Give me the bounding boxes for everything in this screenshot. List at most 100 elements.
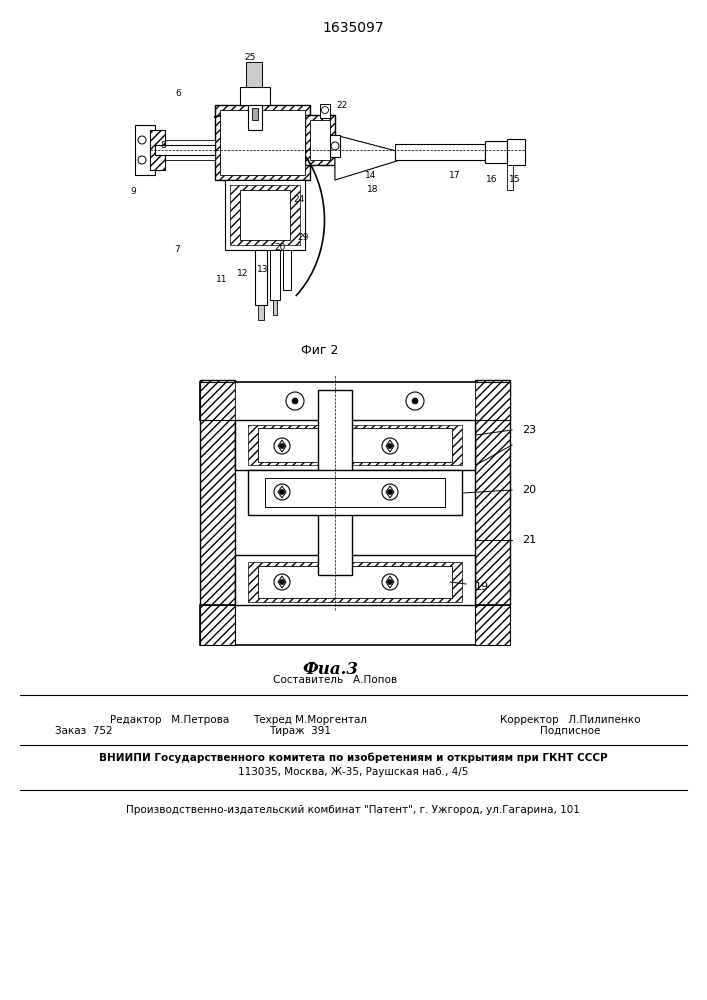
Bar: [200, 605, 510, 645]
Bar: [248, 562, 462, 602]
Text: 11: 11: [216, 275, 228, 284]
Text: 20: 20: [274, 242, 286, 251]
Bar: [475, 380, 510, 605]
Circle shape: [387, 444, 392, 448]
Text: ВНИИПИ Государственного комитета по изобретениям и открытиям при ГКНТ СССР: ВНИИПИ Государственного комитета по изоб…: [99, 753, 607, 763]
Text: Тираж  391: Тираж 391: [269, 726, 331, 736]
Bar: [330, 135, 340, 157]
Bar: [283, 250, 291, 290]
Bar: [507, 139, 525, 165]
Circle shape: [138, 156, 146, 164]
Circle shape: [382, 574, 398, 590]
Text: 23: 23: [522, 425, 536, 435]
Bar: [475, 605, 510, 645]
Circle shape: [382, 484, 398, 500]
Text: Заказ  752: Заказ 752: [55, 726, 112, 736]
Circle shape: [279, 444, 284, 448]
Text: 24: 24: [293, 196, 305, 205]
Circle shape: [286, 392, 304, 410]
Bar: [240, 87, 270, 105]
Bar: [320, 104, 330, 118]
Circle shape: [138, 136, 146, 144]
Bar: [485, 141, 507, 163]
Text: Подписное: Подписное: [540, 726, 600, 736]
Text: 7: 7: [174, 245, 180, 254]
Bar: [255, 250, 267, 305]
Circle shape: [279, 580, 284, 584]
Bar: [220, 110, 305, 175]
Bar: [135, 125, 155, 175]
Text: 18: 18: [367, 186, 379, 194]
Text: 29: 29: [298, 232, 309, 241]
Text: 22: 22: [337, 101, 348, 109]
Text: 8: 8: [160, 140, 166, 149]
Text: 12: 12: [238, 269, 249, 278]
Bar: [200, 380, 235, 605]
Text: 15: 15: [509, 176, 521, 184]
Text: 9: 9: [130, 188, 136, 196]
Circle shape: [279, 489, 284, 494]
Text: Корректор   Л.Пилипенко: Корректор Л.Пилипенко: [500, 715, 641, 725]
Bar: [248, 425, 462, 465]
Bar: [318, 390, 352, 575]
Bar: [258, 305, 264, 320]
Bar: [322, 393, 348, 572]
Circle shape: [412, 398, 418, 404]
Bar: [225, 180, 305, 250]
Text: Фиа.3: Фиа.3: [302, 662, 358, 678]
Text: Техред М.Моргентал: Техред М.Моргентал: [253, 715, 367, 725]
Circle shape: [382, 438, 398, 454]
Polygon shape: [278, 440, 286, 452]
Circle shape: [387, 489, 392, 494]
Bar: [235, 382, 475, 420]
Circle shape: [292, 398, 298, 404]
Bar: [273, 300, 277, 315]
Text: 21: 21: [522, 535, 536, 545]
Circle shape: [274, 438, 290, 454]
Polygon shape: [386, 440, 394, 452]
Text: Редактор   М.Петрова: Редактор М.Петрова: [110, 715, 229, 725]
Bar: [265, 478, 445, 507]
Circle shape: [406, 392, 424, 410]
Bar: [475, 382, 510, 420]
Bar: [200, 382, 510, 420]
Bar: [246, 62, 262, 87]
Text: 25: 25: [245, 53, 256, 62]
Text: 6: 6: [175, 90, 181, 99]
Text: Фиг 2: Фиг 2: [301, 344, 339, 357]
Bar: [200, 382, 235, 420]
Polygon shape: [335, 135, 400, 180]
Bar: [155, 140, 215, 160]
Polygon shape: [335, 135, 400, 180]
Circle shape: [274, 574, 290, 590]
Bar: [155, 145, 215, 155]
Text: Составитель   А.Попов: Составитель А.Попов: [273, 675, 397, 685]
Circle shape: [331, 142, 339, 150]
Text: 113035, Москва, Ж-35, Раушская наб., 4/5: 113035, Москва, Ж-35, Раушская наб., 4/5: [238, 767, 468, 777]
Circle shape: [274, 484, 290, 500]
Bar: [248, 105, 262, 130]
Bar: [248, 470, 462, 515]
Text: 16: 16: [486, 176, 498, 184]
Polygon shape: [278, 576, 286, 588]
Bar: [200, 605, 235, 645]
Text: 20: 20: [522, 485, 536, 495]
Polygon shape: [386, 576, 394, 588]
Bar: [488, 144, 504, 160]
Bar: [230, 185, 300, 245]
Bar: [305, 115, 335, 165]
Bar: [150, 130, 165, 170]
Bar: [398, 147, 482, 157]
Bar: [258, 428, 452, 462]
Text: 17: 17: [449, 170, 461, 180]
Bar: [255, 475, 455, 510]
Bar: [235, 555, 475, 605]
Bar: [235, 420, 475, 470]
Bar: [258, 566, 452, 598]
Circle shape: [322, 106, 329, 113]
Text: 14: 14: [366, 170, 377, 180]
Bar: [215, 105, 310, 180]
Circle shape: [387, 580, 392, 584]
Polygon shape: [386, 486, 394, 498]
Polygon shape: [278, 486, 286, 498]
